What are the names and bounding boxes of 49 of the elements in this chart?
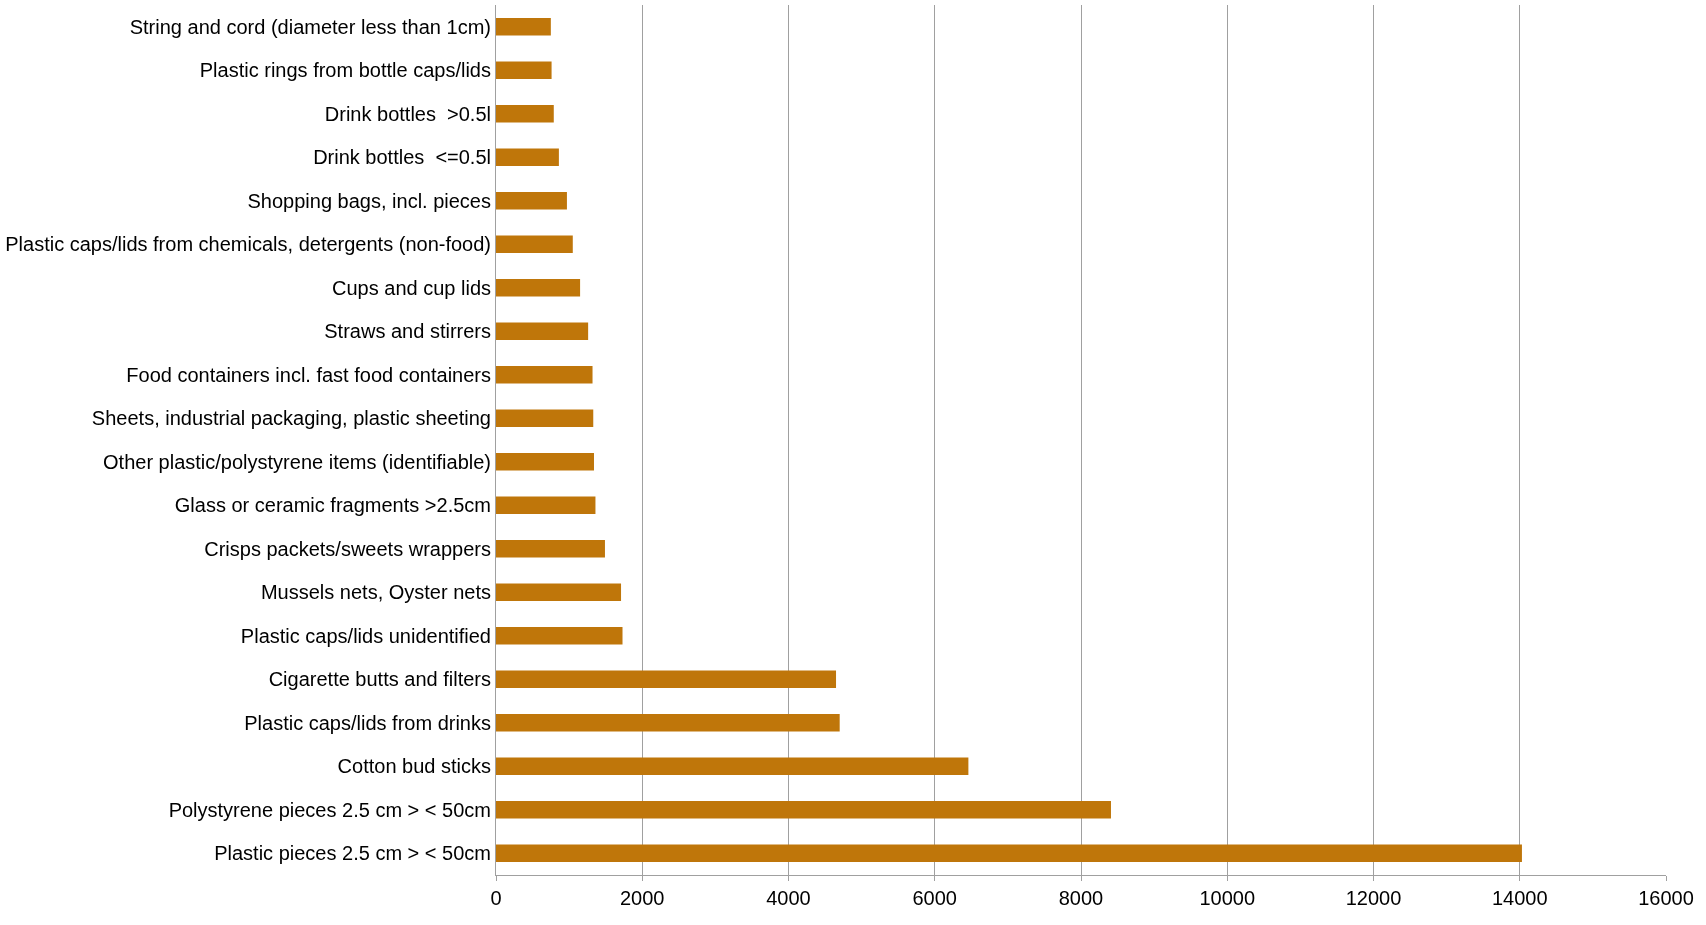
bar <box>496 235 573 253</box>
y-tick-label: Plastic rings from bottle caps/lids <box>199 59 491 82</box>
bar <box>496 670 837 688</box>
bar <box>496 714 840 732</box>
x-tick-label: 6000 <box>912 887 957 909</box>
x-tick-label: 10000 <box>1199 887 1256 909</box>
bar <box>496 801 1111 819</box>
bar <box>496 192 567 210</box>
y-tick-label: Plastic caps/lids from drinks <box>244 711 491 734</box>
bar <box>496 148 559 166</box>
y-tick-label: Plastic caps/lids unidentified <box>240 624 491 647</box>
y-tick-label: Crisps packets/sweets wrappers <box>204 537 491 560</box>
y-tick-label: Cotton bud sticks <box>337 755 491 778</box>
y-tick-label: Cigarette butts and filters <box>268 668 491 691</box>
y-tick-label: Shopping bags, incl. pieces <box>247 189 491 212</box>
x-tick-label: 0 <box>490 887 502 909</box>
bar <box>496 105 554 123</box>
x-tick-label: 14000 <box>1491 887 1548 909</box>
y-tick-label: String and cord (diameter less than 1cm) <box>129 15 491 38</box>
y-tick-label: Drink bottles <=0.5l <box>313 146 491 169</box>
y-tick-label: Glass or ceramic fragments >2.5cm <box>174 494 491 517</box>
bar <box>496 61 552 79</box>
y-tick-label: Plastic pieces 2.5 cm > < 50cm <box>214 842 491 865</box>
bar <box>496 366 593 384</box>
bar <box>496 453 594 471</box>
y-tick-label: Drink bottles >0.5l <box>324 102 491 125</box>
x-tick-label: 16000 <box>1638 887 1694 909</box>
y-tick-label: Sheets, industrial packaging, plastic sheeting <box>91 407 491 430</box>
bar <box>496 18 551 36</box>
x-tick-label: 4000 <box>766 887 811 909</box>
y-tick-label: Other plastic/polystyrene items (identifiable) <box>103 450 491 473</box>
x-tick-label: 2000 <box>620 887 665 909</box>
bar <box>496 844 1522 862</box>
bar <box>496 583 622 601</box>
bar <box>496 757 969 775</box>
bar <box>496 279 581 297</box>
y-tick-label: Polystyrene pieces 2.5 cm > < 50cm <box>168 798 491 821</box>
bar <box>496 496 596 514</box>
x-tick-label: 8000 <box>1058 887 1104 909</box>
x-tick-label: 12000 <box>1345 887 1402 909</box>
bar <box>496 322 589 340</box>
y-tick-label: Cups and cup lids <box>332 276 491 299</box>
y-tick-label: Food containers incl. fast food containers <box>126 363 491 386</box>
bar <box>496 540 605 558</box>
bar <box>496 627 623 645</box>
y-tick-label: Plastic caps/lids from chemicals, detergents (non-food) <box>5 233 491 256</box>
bar <box>496 409 594 427</box>
y-tick-label: Mussels nets, Oyster nets <box>260 581 491 604</box>
y-tick-label: Straws and stirrers <box>324 320 491 343</box>
